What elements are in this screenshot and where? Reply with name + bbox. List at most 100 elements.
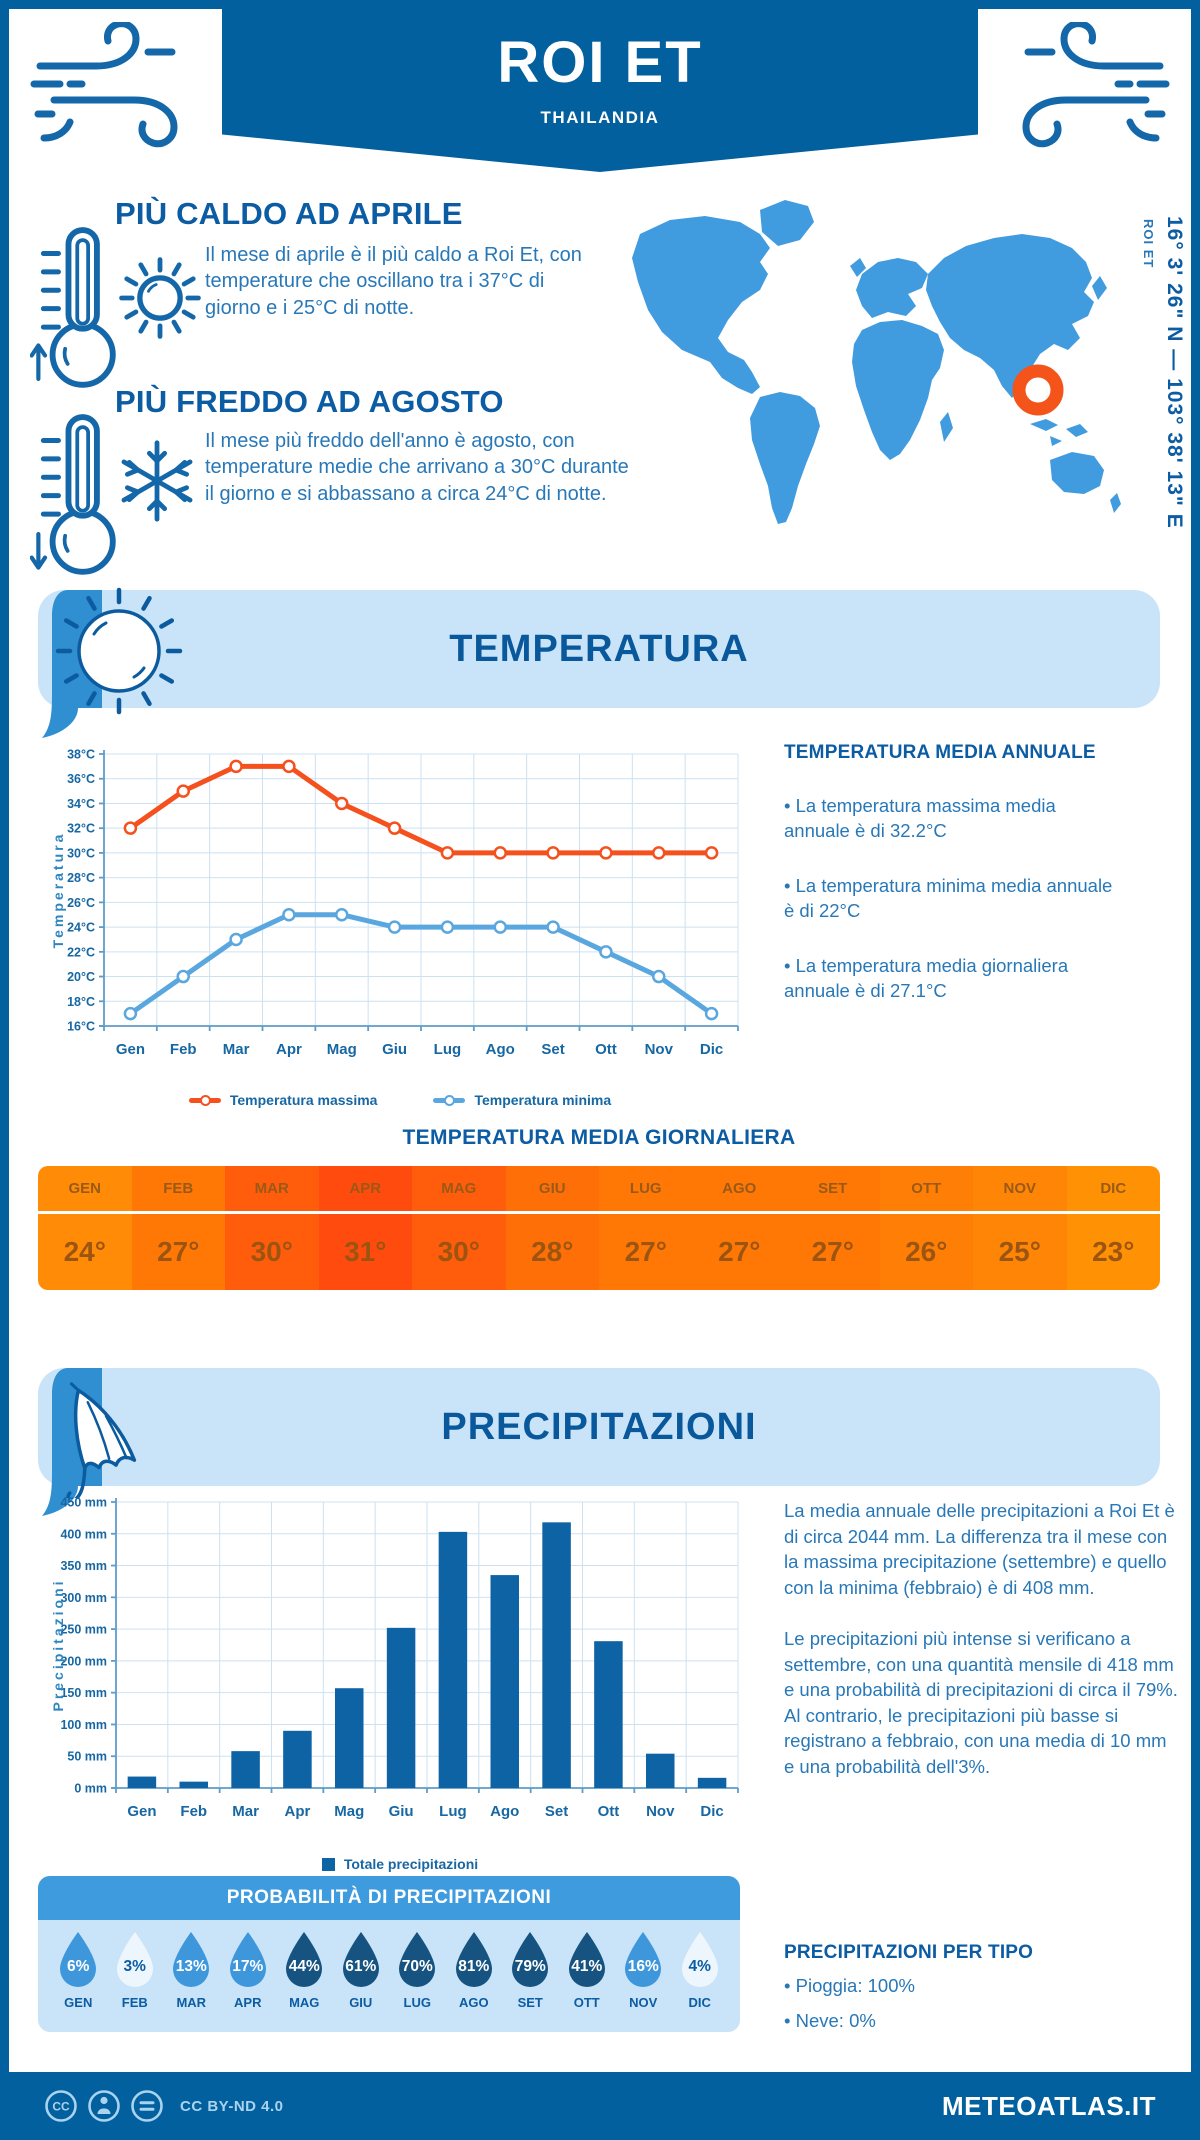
svg-text:Mag: Mag: [334, 1803, 364, 1820]
table-column: AGO 27°: [692, 1166, 786, 1290]
probability-value: 81%: [458, 1958, 490, 1975]
svg-text:36°C: 36°C: [67, 772, 95, 786]
probability-value: 17%: [232, 1958, 264, 1975]
bar: [645, 1753, 675, 1788]
data-point: [335, 796, 349, 811]
probability-month: DIC: [688, 1995, 711, 2010]
probability-value: 41%: [571, 1958, 603, 1975]
snowflake-icon: [121, 440, 193, 522]
table-month-header: MAG: [412, 1166, 506, 1214]
svg-text:30°C: 30°C: [67, 846, 95, 860]
wind-icon: [1022, 22, 1170, 148]
svg-text:250 mm: 250 mm: [60, 1623, 107, 1637]
probability-value: 13%: [175, 1958, 207, 1975]
data-point: [387, 920, 402, 934]
location-marker: [1012, 364, 1064, 416]
data-point: [440, 846, 455, 860]
probability-value: 79%: [514, 1958, 546, 1975]
page-subtitle: THAILANDIA: [540, 108, 660, 127]
table-column: FEB 27°: [131, 1166, 225, 1290]
probability-month: MAG: [289, 1995, 320, 2010]
legend-item: Temperatura minima: [433, 1092, 611, 1108]
water-drop-icon: [512, 1932, 549, 1987]
table-temperature-value: 30°: [250, 1236, 293, 1267]
precipitation-paragraph: Le precipitazioni più intense si verific…: [784, 1628, 1178, 1777]
table-month-header: GIU: [505, 1166, 599, 1214]
table-temperature-value: 28°: [531, 1236, 574, 1267]
table-temperature-value: 23°: [1092, 1236, 1135, 1267]
legend-item: Temperatura massima: [188, 1092, 377, 1108]
precipitation-bar-chart: 0 mm 50 mm 100 mm 150 mm 200 mm 250 mm 300 mm 3…: [50, 1496, 739, 1820]
data-point: [493, 846, 507, 860]
svg-text:Mar: Mar: [223, 1041, 250, 1058]
probability-drop: 79% SET: [505, 1929, 555, 2010]
data-point: [123, 1006, 138, 1021]
precipitation-text-panel: La media annuale delle precipitazioni a …: [784, 1498, 1178, 1779]
table-column: OTT 26°: [879, 1166, 973, 1290]
annual-temperature-title: TEMPERATURA MEDIA ANNUALE: [784, 742, 1096, 763]
bar: [127, 1776, 157, 1788]
svg-text:Feb: Feb: [170, 1041, 197, 1058]
svg-text:Dic: Dic: [700, 1041, 723, 1058]
chart-tick-labels: 16°C 18°C 20°C 22°C 24°C 26°C 28°C 30°C 32°C 34°C…: [67, 748, 95, 1034]
chart-series: [123, 907, 719, 1021]
sun-banner-icon: [55, 587, 183, 715]
bar: [283, 1730, 312, 1788]
table-month-header: AGO: [692, 1166, 786, 1214]
chart-axes: [99, 750, 739, 1031]
water-drop-icon: [455, 1932, 492, 1987]
annual-temperature-bullet: • La temperatura massima media annuale è…: [784, 795, 1056, 841]
table-temperature-value: 24°: [63, 1236, 106, 1267]
probability-month: AGO: [458, 1995, 489, 2010]
table-month-header: FEB: [131, 1166, 225, 1214]
svg-text:Ott: Ott: [595, 1041, 617, 1058]
cc-person-icon: [88, 2090, 120, 2122]
chart-x-labels: Gen Feb Mar Apr Mag Giu Lug Ago Set Ott Nov Dic: [116, 1041, 723, 1058]
svg-text:Apr: Apr: [284, 1803, 310, 1820]
probability-drop: 13% MAR: [166, 1929, 216, 2010]
table-temperature-value: 27°: [718, 1236, 761, 1267]
svg-text:200 mm: 200 mm: [60, 1654, 107, 1668]
chart-y-axis-title: Temperatura: [50, 832, 66, 949]
svg-text:Lug: Lug: [434, 1041, 462, 1058]
temperature-section-title: TEMPERATURA: [449, 627, 749, 670]
legend-swatch-dot: [444, 1094, 456, 1106]
table-month-header: APR: [318, 1166, 412, 1214]
table-temperature-value: 27°: [157, 1236, 200, 1267]
probability-value: 44%: [288, 1958, 320, 1975]
page-border-left: [0, 0, 9, 2072]
probability-month: MAR: [176, 1995, 207, 2010]
probability-month: FEB: [121, 1995, 148, 2010]
temperature-chart-legend: Temperatura massima Temperatura minima: [50, 1092, 750, 1108]
legend-item: Totale precipitazioni: [321, 1856, 479, 1872]
precipitation-section-banner: PRECIPITAZIONI: [38, 1368, 1160, 1486]
precipitation-chart-legend: Totale precipitazioni: [50, 1856, 750, 1872]
legend-label: Temperatura minima: [474, 1092, 612, 1108]
data-point: [176, 969, 190, 984]
svg-text:18°C: 18°C: [67, 995, 95, 1009]
table-month-header: OTT: [879, 1166, 973, 1214]
table-temperature-value: 27°: [624, 1236, 667, 1267]
probability-drop: 4% DIC: [675, 1929, 725, 2010]
probability-month: APR: [234, 1995, 262, 2010]
brand-text: METEOATLAS.IT: [941, 2090, 1156, 2121]
water-drop-icon: [342, 1932, 379, 1987]
water-drop-icon: [116, 1932, 153, 1987]
table-month-header: MAR: [225, 1166, 319, 1214]
svg-text:Gen: Gen: [127, 1803, 156, 1820]
probability-drop: 6% GEN: [53, 1929, 103, 2010]
precipitation-type-title: PRECIPITAZIONI PER TIPO: [784, 1942, 1034, 1963]
table-column: DIC 23°: [1066, 1166, 1160, 1290]
chart-x-labels: Gen Feb Mar Apr Mag Giu Lug Ago Set Ott Nov Dic: [127, 1803, 723, 1820]
table-month-header: LUG: [599, 1166, 693, 1214]
bar: [490, 1575, 520, 1788]
data-point: [229, 932, 243, 947]
footer: CC CC BY-ND 4.0 METEOATLAS.IT: [0, 2072, 1200, 2140]
legend-swatch: [321, 1857, 335, 1871]
page-border-top: [0, 0, 1200, 9]
legend-label: Totale precipitazioni: [343, 1856, 479, 1872]
svg-text:38°C: 38°C: [67, 748, 95, 762]
probability-month: NOV: [629, 1995, 658, 2010]
umbrella-icon: [66, 1382, 137, 1498]
data-point: [652, 846, 666, 860]
